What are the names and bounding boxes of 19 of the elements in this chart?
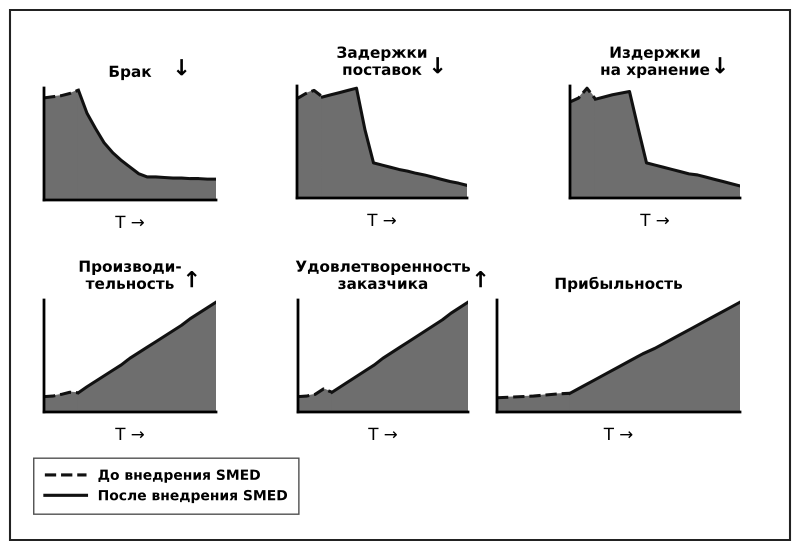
legend-label: До внедрения SMED (98, 470, 260, 483)
x-axis-title: T → (368, 428, 397, 440)
text: ↓ (176, 59, 187, 76)
x-axis-title: T → (115, 216, 144, 228)
text: ↑ (186, 270, 197, 288)
legend-label: После внедрения SMED (98, 490, 288, 504)
x-axis-title: T → (604, 428, 632, 440)
chart-title: Задержки поставок (337, 46, 426, 76)
chart-title: Производи- тельность (80, 260, 181, 290)
text: ↓ (715, 57, 726, 74)
x-axis-title: T → (640, 214, 669, 226)
x-axis-title: T → (367, 214, 396, 226)
text: ↑ (476, 270, 486, 288)
chart-title: Удовлетворенность заказчика (296, 260, 470, 290)
chart-title: Издержки на хранение (601, 46, 710, 78)
chart-title: Прибыльность (556, 276, 682, 292)
x-axis-title: T → (115, 428, 144, 440)
text: ↓ (432, 57, 443, 74)
chart-title: Брак (110, 66, 152, 80)
